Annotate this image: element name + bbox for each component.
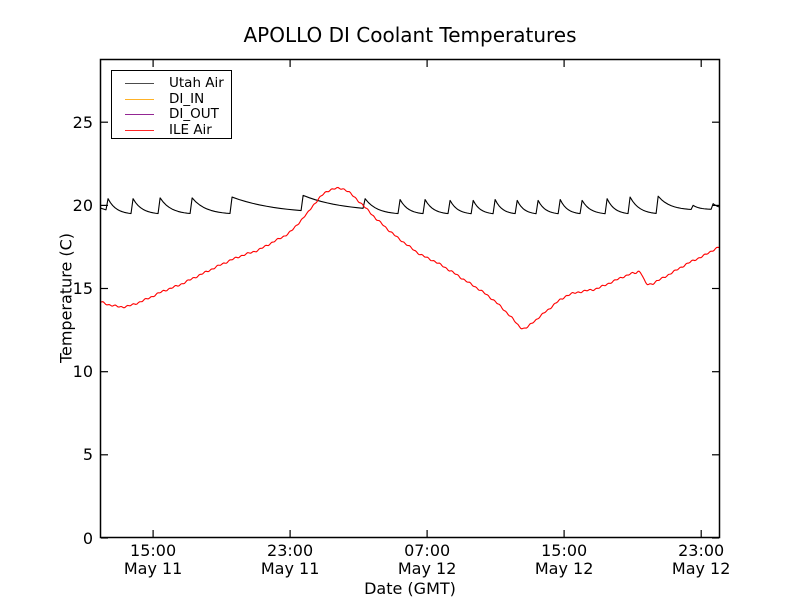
legend-entry-di-in: DI_IN — [112, 90, 231, 108]
legend-line-sample — [125, 129, 154, 131]
legend-entry-utah-air: Utah Air — [112, 76, 231, 92]
ytick-label-0: 0 — [82, 528, 93, 548]
legend-label: ILE Air — [169, 121, 212, 138]
legend-box: Utah Air DI_IN DI_OUT ILE Air — [111, 70, 232, 139]
legend-label: Utah Air — [169, 75, 224, 92]
ytick-label-5: 25 — [72, 112, 93, 132]
legend-line-sample — [125, 83, 154, 85]
ytick-label-1: 5 — [82, 445, 93, 465]
x-axis-label: Date (GMT) — [364, 579, 456, 598]
xtick-label-1: 23:00 May 11 — [260, 541, 320, 578]
ytick-label-4: 20 — [72, 195, 93, 215]
y-axis-label: Temperature (C) — [56, 232, 76, 364]
legend-entry-di-out: DI_OUT — [112, 107, 231, 123]
legend-entry-ile-air: ILE Air — [112, 121, 231, 139]
ytick-label-3: 15 — [72, 279, 93, 299]
legend-label: DI_OUT — [169, 106, 219, 123]
xtick-label-3: 15:00 May 12 — [534, 541, 594, 578]
xtick-label-4: 23:00 May 12 — [671, 541, 731, 578]
legend-line-sample — [125, 114, 154, 116]
xtick-label-2: 07:00 May 12 — [397, 541, 457, 578]
xtick-label-0: 15:00 May 11 — [123, 541, 183, 578]
legend-label: DI_IN — [169, 90, 205, 107]
chart-title: APOLLO DI Coolant Temperatures — [243, 23, 577, 47]
legend-line-sample — [125, 98, 154, 100]
ytick-label-2: 10 — [72, 362, 93, 382]
